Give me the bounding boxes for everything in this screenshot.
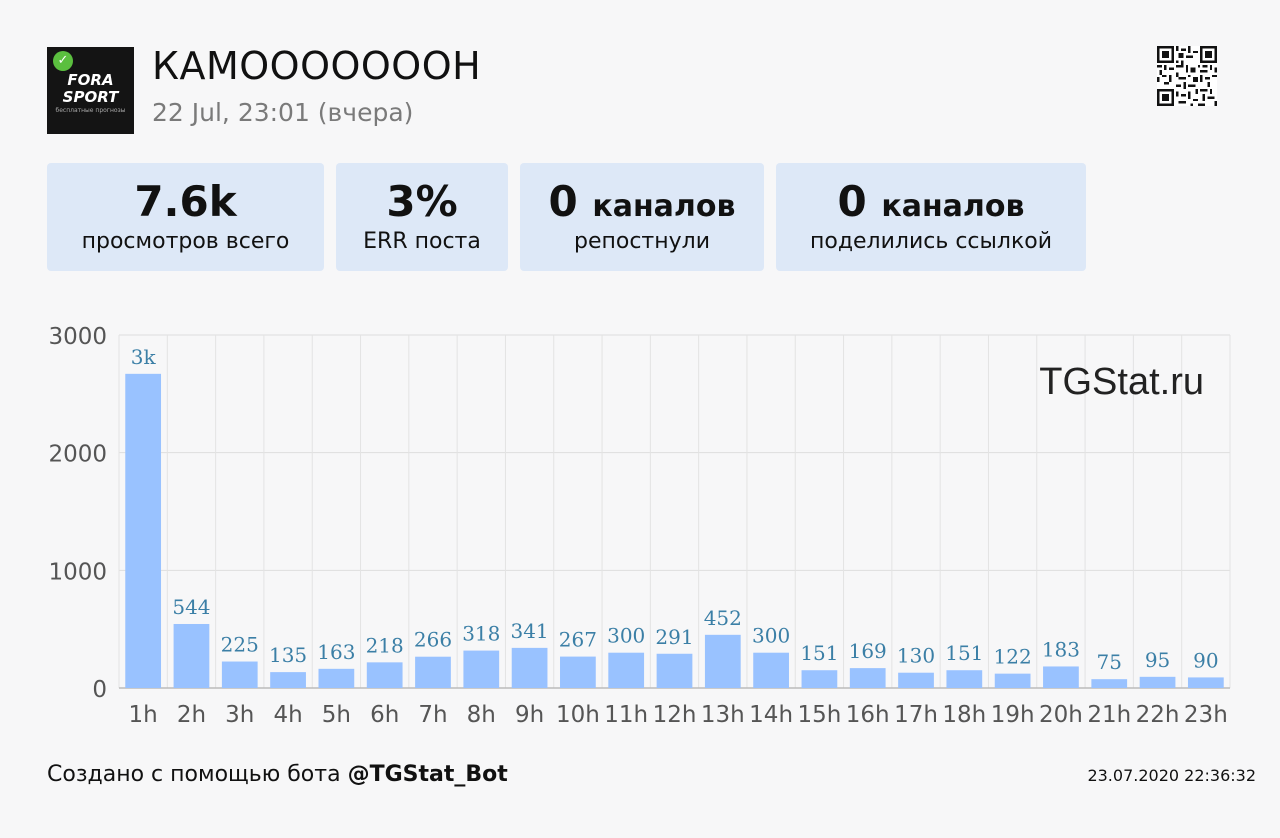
data-label: 169 <box>849 639 887 663</box>
x-tick-label: 14h <box>749 702 793 728</box>
y-tick-label: 2000 <box>48 442 107 468</box>
data-label: 544 <box>172 595 210 619</box>
stat-label: просмотров всего <box>81 229 290 254</box>
stat-label: ERR поста <box>363 229 481 254</box>
x-tick-label: 8h <box>467 702 496 728</box>
bar <box>946 670 983 688</box>
stat-card-reposts: 0 каналов репостнули <box>520 163 764 271</box>
y-tick-label: 1000 <box>48 559 107 585</box>
data-label: 267 <box>559 628 597 652</box>
bar <box>366 662 403 688</box>
channel-logo: ✓ FORA SPORT бесплатные прогнозы <box>47 47 134 134</box>
stat-card-link-shares: 0 каналов поделились ссылкой <box>776 163 1086 271</box>
data-label: 3k <box>131 345 157 369</box>
stat-label: репостнули <box>573 229 711 254</box>
stat-value: 0 каналов <box>548 177 736 226</box>
x-tick-label: 17h <box>894 702 938 728</box>
bar <box>511 647 548 688</box>
bar <box>753 652 789 688</box>
footer-credit: Создано с помощью бота @TGStat_Bot <box>47 762 508 787</box>
bar <box>656 653 693 688</box>
bar <box>125 373 162 688</box>
bar <box>1187 677 1224 688</box>
bar <box>415 656 451 688</box>
data-label: 300 <box>607 624 645 648</box>
data-label: 218 <box>366 633 404 657</box>
data-label: 151 <box>800 641 838 665</box>
stat-label: поделились ссылкой <box>809 229 1053 254</box>
x-tick-label: 20h <box>1039 702 1083 728</box>
bar <box>994 673 1031 688</box>
bar <box>1043 666 1079 688</box>
bar <box>704 634 741 688</box>
x-tick-label: 9h <box>515 702 544 728</box>
data-label: 291 <box>655 625 693 649</box>
x-tick-label: 23h <box>1184 702 1228 728</box>
generated-timestamp: 23.07.2020 22:36:32 <box>1087 766 1256 785</box>
x-tick-label: 18h <box>942 702 986 728</box>
post-time: 22 Jul, 23:01 (вчера) <box>152 98 414 127</box>
bar <box>463 650 500 688</box>
bar <box>221 661 258 688</box>
data-label: 122 <box>994 645 1032 669</box>
bar <box>801 670 838 688</box>
stat-value: 3% <box>386 177 458 226</box>
qr-code-icon <box>1157 46 1217 106</box>
x-tick-label: 10h <box>556 702 600 728</box>
verified-check-icon: ✓ <box>53 51 73 71</box>
x-tick-label: 19h <box>991 702 1035 728</box>
data-label: 341 <box>510 619 548 643</box>
bar <box>1091 679 1128 688</box>
watermark-text: TGStat.ru <box>1039 361 1204 403</box>
bar <box>1139 676 1176 688</box>
stat-value: 0 каналов <box>837 177 1025 226</box>
data-label: 318 <box>462 622 500 646</box>
data-label: 266 <box>414 628 452 652</box>
data-label: 75 <box>1097 650 1122 674</box>
data-label: 452 <box>704 606 742 630</box>
hourly-views-bar-chart: 0 1000 2000 3000 3k 1h 544 2h 225 3h 135 4h 163 5h 218… <box>48 324 1231 728</box>
x-tick-label: 2h <box>177 702 206 728</box>
stat-value: 7.6k <box>134 177 237 226</box>
x-tick-label: 6h <box>370 702 399 728</box>
bar <box>560 656 596 688</box>
footer-prefix: Создано с помощью бота <box>47 762 348 787</box>
x-tick-label: 7h <box>418 702 447 728</box>
data-label: 95 <box>1145 648 1170 672</box>
data-label: 300 <box>752 624 790 648</box>
bar <box>318 668 355 688</box>
logo-text-line3: бесплатные прогнозы <box>55 107 126 114</box>
bar <box>173 623 210 688</box>
logo-text-line1: FORA <box>67 71 114 89</box>
bot-link[interactable]: @TGStat_Bot <box>347 762 508 787</box>
data-label: 130 <box>897 644 935 668</box>
y-tick-label: 0 <box>92 677 107 703</box>
y-tick-label: 3000 <box>48 324 107 350</box>
bar <box>608 652 645 688</box>
data-label: 90 <box>1193 648 1218 672</box>
x-tick-label: 3h <box>225 702 254 728</box>
x-tick-label: 22h <box>1136 702 1180 728</box>
channel-title: КАМОООООООН <box>152 44 482 88</box>
x-tick-label: 12h <box>653 702 697 728</box>
data-label: 151 <box>945 641 983 665</box>
stat-card-err: 3% ERR поста <box>336 163 508 271</box>
x-tick-label: 11h <box>604 702 648 728</box>
bar <box>898 672 934 688</box>
x-tick-label: 4h <box>273 702 302 728</box>
data-label: 183 <box>1042 637 1080 661</box>
bar <box>270 672 306 688</box>
data-label: 135 <box>269 643 307 667</box>
data-label: 163 <box>317 640 355 664</box>
logo-text-line2: SPORT <box>62 88 119 106</box>
x-tick-label: 21h <box>1087 702 1131 728</box>
x-tick-label: 13h <box>701 702 745 728</box>
stat-card-views: 7.6k просмотров всего <box>47 163 324 271</box>
x-tick-label: 16h <box>846 702 890 728</box>
x-tick-label: 15h <box>797 702 841 728</box>
bar <box>849 668 886 688</box>
x-tick-label: 1h <box>129 702 158 728</box>
x-tick-label: 5h <box>322 702 351 728</box>
data-label: 225 <box>221 633 259 657</box>
